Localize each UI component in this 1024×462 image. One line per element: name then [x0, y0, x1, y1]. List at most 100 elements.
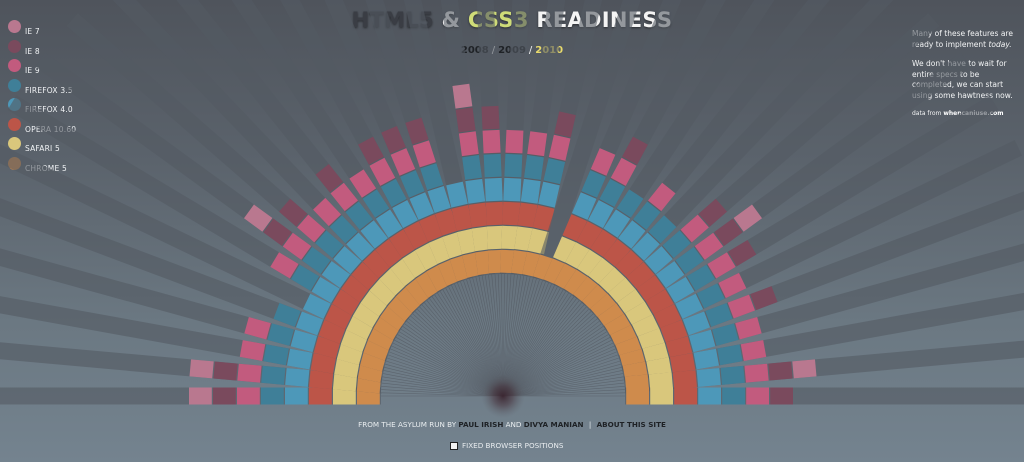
legend-item-ie8[interactable]: IE 8	[8, 37, 128, 57]
support-segment-opera	[389, 229, 416, 258]
feature-ray[interactable]	[572, 0, 867, 306]
support-segment-opera	[403, 221, 430, 250]
legend-item-ie7[interactable]: IE 7	[8, 17, 128, 37]
support-segment-safari	[346, 314, 375, 340]
support-segment-opera	[576, 221, 603, 250]
feature-ray[interactable]	[0, 336, 383, 394]
support-segment-safari	[625, 301, 654, 328]
support-segment-firefox40	[503, 177, 522, 202]
feature-ray[interactable]	[614, 187, 1024, 362]
support-segment-firefox40	[631, 232, 660, 261]
support-segment-firefox35	[581, 170, 606, 198]
legend-item-firefox35[interactable]: FIREFOX 3.5	[8, 76, 128, 96]
support-segment-ie8	[213, 387, 236, 405]
support-segment-firefox40	[698, 387, 721, 405]
feature-ray[interactable]	[589, 13, 940, 323]
support-segment-firefox35	[302, 246, 331, 275]
legend-dot-icon	[8, 39, 21, 53]
support-segment-ie8	[728, 239, 757, 267]
feature-ray[interactable]	[270, 0, 463, 288]
year-2008-link[interactable]: 2008	[460, 45, 489, 56]
support-segment-chrome	[387, 293, 416, 322]
support-segment-ie8	[714, 218, 743, 246]
support-segment-opera	[665, 336, 693, 359]
support-segment-opera	[362, 249, 391, 279]
support-segment-firefox40	[571, 192, 597, 220]
support-segment-firefox40	[655, 260, 685, 289]
support-segment-firefox35	[380, 178, 407, 208]
support-segment-safari	[402, 249, 430, 278]
legend-label: SAFARI 5	[25, 144, 60, 154]
credits-separator: |	[588, 420, 592, 429]
fixed-positions-label: FIXED BROWSER POSITIONS	[462, 441, 564, 450]
support-segment-firefox40	[286, 348, 313, 370]
feature-ray[interactable]	[563, 0, 826, 299]
support-segment-ie8	[455, 107, 476, 133]
feature-ray[interactable]	[0, 187, 392, 362]
feature-ray[interactable]	[35, 52, 410, 332]
feature-ray[interactable]	[625, 387, 1024, 405]
feature-ray[interactable]	[66, 13, 417, 323]
legend-label: IE 9	[25, 66, 40, 76]
support-segment-firefox35	[483, 153, 502, 178]
support-segment-firefox40	[693, 348, 720, 370]
support-segment-ie9	[237, 363, 262, 383]
support-segment-firefox40	[285, 387, 308, 405]
legend-item-ie9[interactable]: IE 9	[8, 56, 128, 76]
feature-ray[interactable]	[499, 0, 538, 275]
support-segment-opera	[517, 202, 538, 228]
feature-ray[interactable]	[224, 0, 453, 293]
support-segment-opera	[309, 387, 332, 405]
feature-ray[interactable]	[623, 336, 1024, 394]
feature-ray[interactable]	[543, 0, 736, 288]
support-segment-firefox35	[400, 170, 425, 198]
support-segment-chrome	[573, 276, 601, 305]
support-segment-safari	[360, 289, 389, 317]
feature-ray[interactable]	[603, 95, 999, 341]
support-segment-firefox35	[599, 178, 626, 208]
feature-ray[interactable]	[139, 0, 434, 306]
support-segment-chrome	[379, 303, 409, 331]
support-segment-opera	[332, 289, 361, 316]
feature-ray[interactable]	[0, 140, 397, 351]
support-segment-ie9	[458, 131, 479, 157]
feature-ray[interactable]	[7, 95, 403, 341]
feature-ray[interactable]	[581, 0, 905, 314]
author-divya-manian-link[interactable]: DIVYA MANIAN	[523, 420, 584, 429]
feature-ray[interactable]	[609, 140, 1023, 351]
about-site-link[interactable]: ABOUT THIS SITE	[596, 420, 666, 429]
feature-ray[interactable]	[596, 52, 971, 332]
fixed-positions-toggle[interactable]: FIXED BROWSER POSITIONS	[450, 441, 563, 450]
support-segment-chrome	[415, 269, 443, 298]
author-paul-irish-link[interactable]: PAUL IRISH	[458, 420, 504, 429]
note-emphasis: today.	[988, 39, 1012, 49]
feature-ray[interactable]	[0, 387, 381, 405]
feature-ray[interactable]	[468, 0, 507, 275]
support-segment-safari	[598, 267, 627, 296]
feature-ray[interactable]	[553, 0, 782, 293]
support-segment-firefox35	[290, 264, 320, 291]
feature-ray[interactable]	[318, 0, 474, 283]
support-segment-firefox40	[446, 181, 468, 208]
support-segment-firefox35	[712, 323, 739, 346]
support-segment-firefox35	[420, 163, 444, 191]
feature-ray[interactable]	[180, 0, 443, 299]
legend-label: IE 8	[25, 46, 40, 56]
support-segment-firefox40	[360, 220, 388, 249]
feature-ray[interactable]	[101, 0, 425, 314]
support-segment-ie9	[313, 197, 342, 227]
support-segment-firefox35	[504, 153, 523, 178]
support-segment-ie9	[282, 232, 312, 260]
support-segment-firefox35	[675, 246, 704, 275]
support-segment-safari	[588, 257, 616, 287]
support-segment-opera	[660, 319, 688, 344]
support-segment-ie7	[733, 204, 763, 232]
legend-dot-icon	[8, 117, 21, 131]
fixed-positions-checkbox[interactable]	[450, 441, 458, 450]
feature-ray[interactable]	[417, 0, 496, 277]
feature-ray[interactable]	[0, 235, 388, 372]
support-segment-firefox35	[616, 189, 644, 218]
legend-item-safari[interactable]: SAFARI 5	[8, 134, 128, 154]
support-segment-opera	[603, 239, 631, 268]
support-segment-ie9	[590, 148, 616, 176]
